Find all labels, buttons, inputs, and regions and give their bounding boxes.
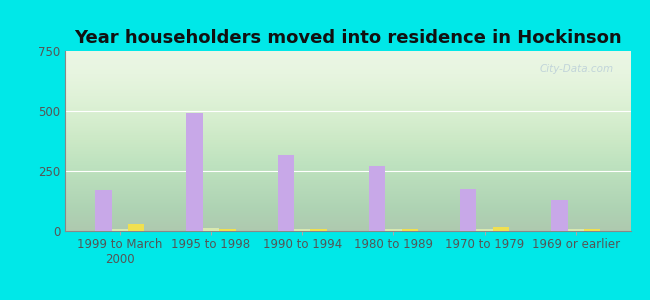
Bar — [203, 228, 219, 231]
Bar — [187, 113, 203, 231]
Bar — [584, 229, 601, 231]
Bar — [476, 229, 493, 231]
Bar — [551, 200, 567, 231]
Bar — [493, 227, 509, 231]
Bar — [460, 189, 476, 231]
Bar — [294, 229, 310, 231]
Bar — [369, 166, 385, 231]
Bar — [278, 155, 294, 231]
Bar — [95, 190, 112, 231]
Bar — [219, 229, 235, 231]
Bar — [402, 229, 418, 231]
Bar — [112, 229, 128, 231]
Bar — [385, 229, 402, 231]
Text: City-Data.com: City-Data.com — [540, 64, 614, 74]
Bar — [128, 224, 144, 231]
Bar — [567, 229, 584, 231]
Title: Year householders moved into residence in Hockinson: Year householders moved into residence i… — [74, 29, 621, 47]
Bar — [310, 229, 327, 231]
